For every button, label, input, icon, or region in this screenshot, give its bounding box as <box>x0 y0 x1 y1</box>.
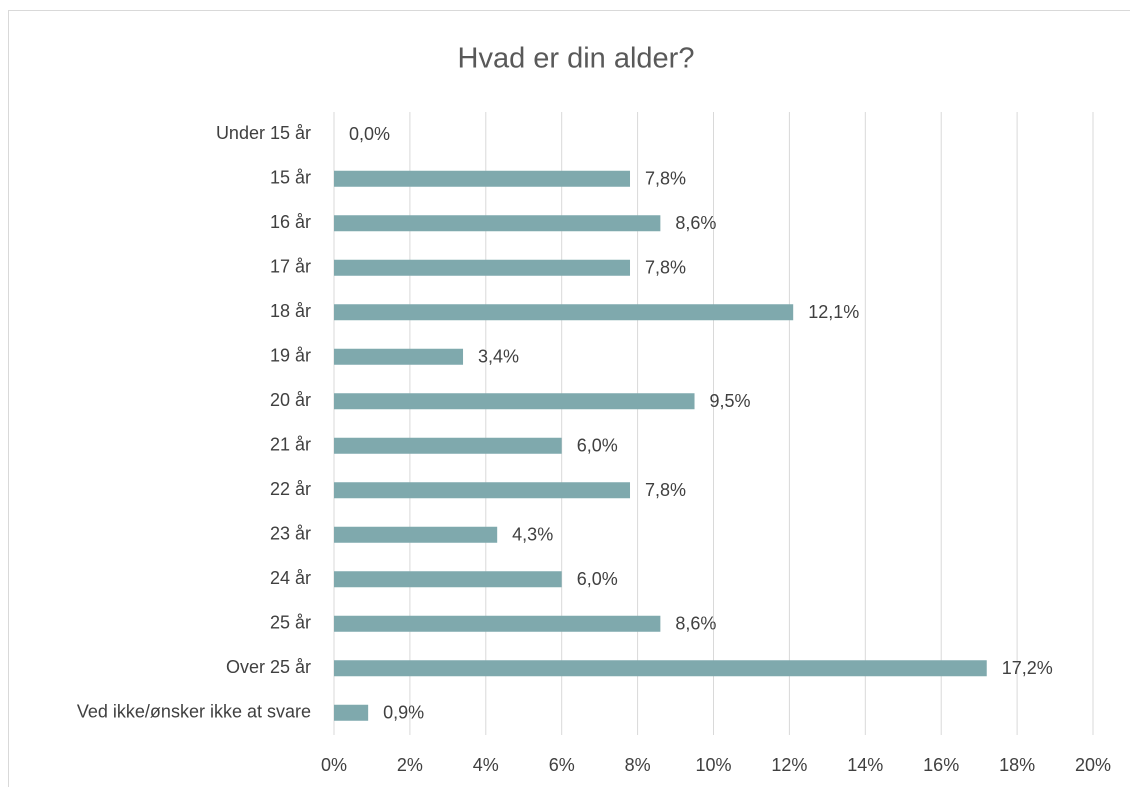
bar <box>334 571 562 588</box>
bar <box>334 437 562 454</box>
bar <box>334 304 794 321</box>
x-tick-label: 8% <box>625 755 651 775</box>
data-label: 4,3% <box>512 525 553 545</box>
data-label: 7,8% <box>645 258 686 278</box>
data-label: 7,8% <box>645 480 686 500</box>
y-tick-label: 17 år <box>270 257 311 277</box>
data-label: 6,0% <box>577 436 618 456</box>
y-tick-label: Under 15 år <box>216 123 311 143</box>
bar <box>334 348 464 365</box>
bar <box>334 215 661 232</box>
y-tick-label: 25 år <box>270 613 311 633</box>
bar <box>334 704 369 721</box>
y-tick-label: 24 år <box>270 568 311 588</box>
bar <box>334 660 987 677</box>
data-label: 6,0% <box>577 569 618 589</box>
y-tick-label: 15 år <box>270 168 311 188</box>
data-label: 8,6% <box>675 614 716 634</box>
chart-title: Hvad er din alder? <box>458 43 695 75</box>
bar <box>334 393 695 410</box>
y-tick-label: 21 år <box>270 435 311 455</box>
y-tick-label: 20 år <box>270 390 311 410</box>
y-tick-label: 18 år <box>270 301 311 321</box>
x-tick-label: 12% <box>771 755 807 775</box>
data-label: 9,5% <box>710 391 751 411</box>
x-tick-label: 20% <box>1075 755 1111 775</box>
bar <box>334 482 631 499</box>
y-tick-label: 23 år <box>270 524 311 544</box>
y-tick-label: 22 år <box>270 479 311 499</box>
y-tick-label: 16 år <box>270 212 311 232</box>
x-tick-label: 14% <box>847 755 883 775</box>
x-tick-label: 18% <box>999 755 1035 775</box>
data-label: 3,4% <box>478 347 519 367</box>
x-tick-label: 2% <box>397 755 423 775</box>
data-label: 0,9% <box>383 703 424 723</box>
y-tick-label: Over 25 år <box>226 657 311 677</box>
y-tick-label: 19 år <box>270 346 311 366</box>
data-label: 12,1% <box>808 302 859 322</box>
x-tick-label: 4% <box>473 755 499 775</box>
data-label: 8,6% <box>675 213 716 233</box>
y-tick-label: Ved ikke/ønsker ikke at svare <box>77 702 311 722</box>
bar <box>334 615 661 632</box>
x-tick-label: 0% <box>321 755 347 775</box>
data-label: 7,8% <box>645 169 686 189</box>
bar <box>334 170 631 187</box>
data-label: 17,2% <box>1002 658 1053 678</box>
x-tick-label: 16% <box>923 755 959 775</box>
chart-frame <box>8 10 1130 787</box>
x-tick-label: 10% <box>695 755 731 775</box>
bar <box>334 526 498 543</box>
x-tick-label: 6% <box>549 755 575 775</box>
bar <box>334 259 631 276</box>
data-label: 0,0% <box>349 124 390 144</box>
